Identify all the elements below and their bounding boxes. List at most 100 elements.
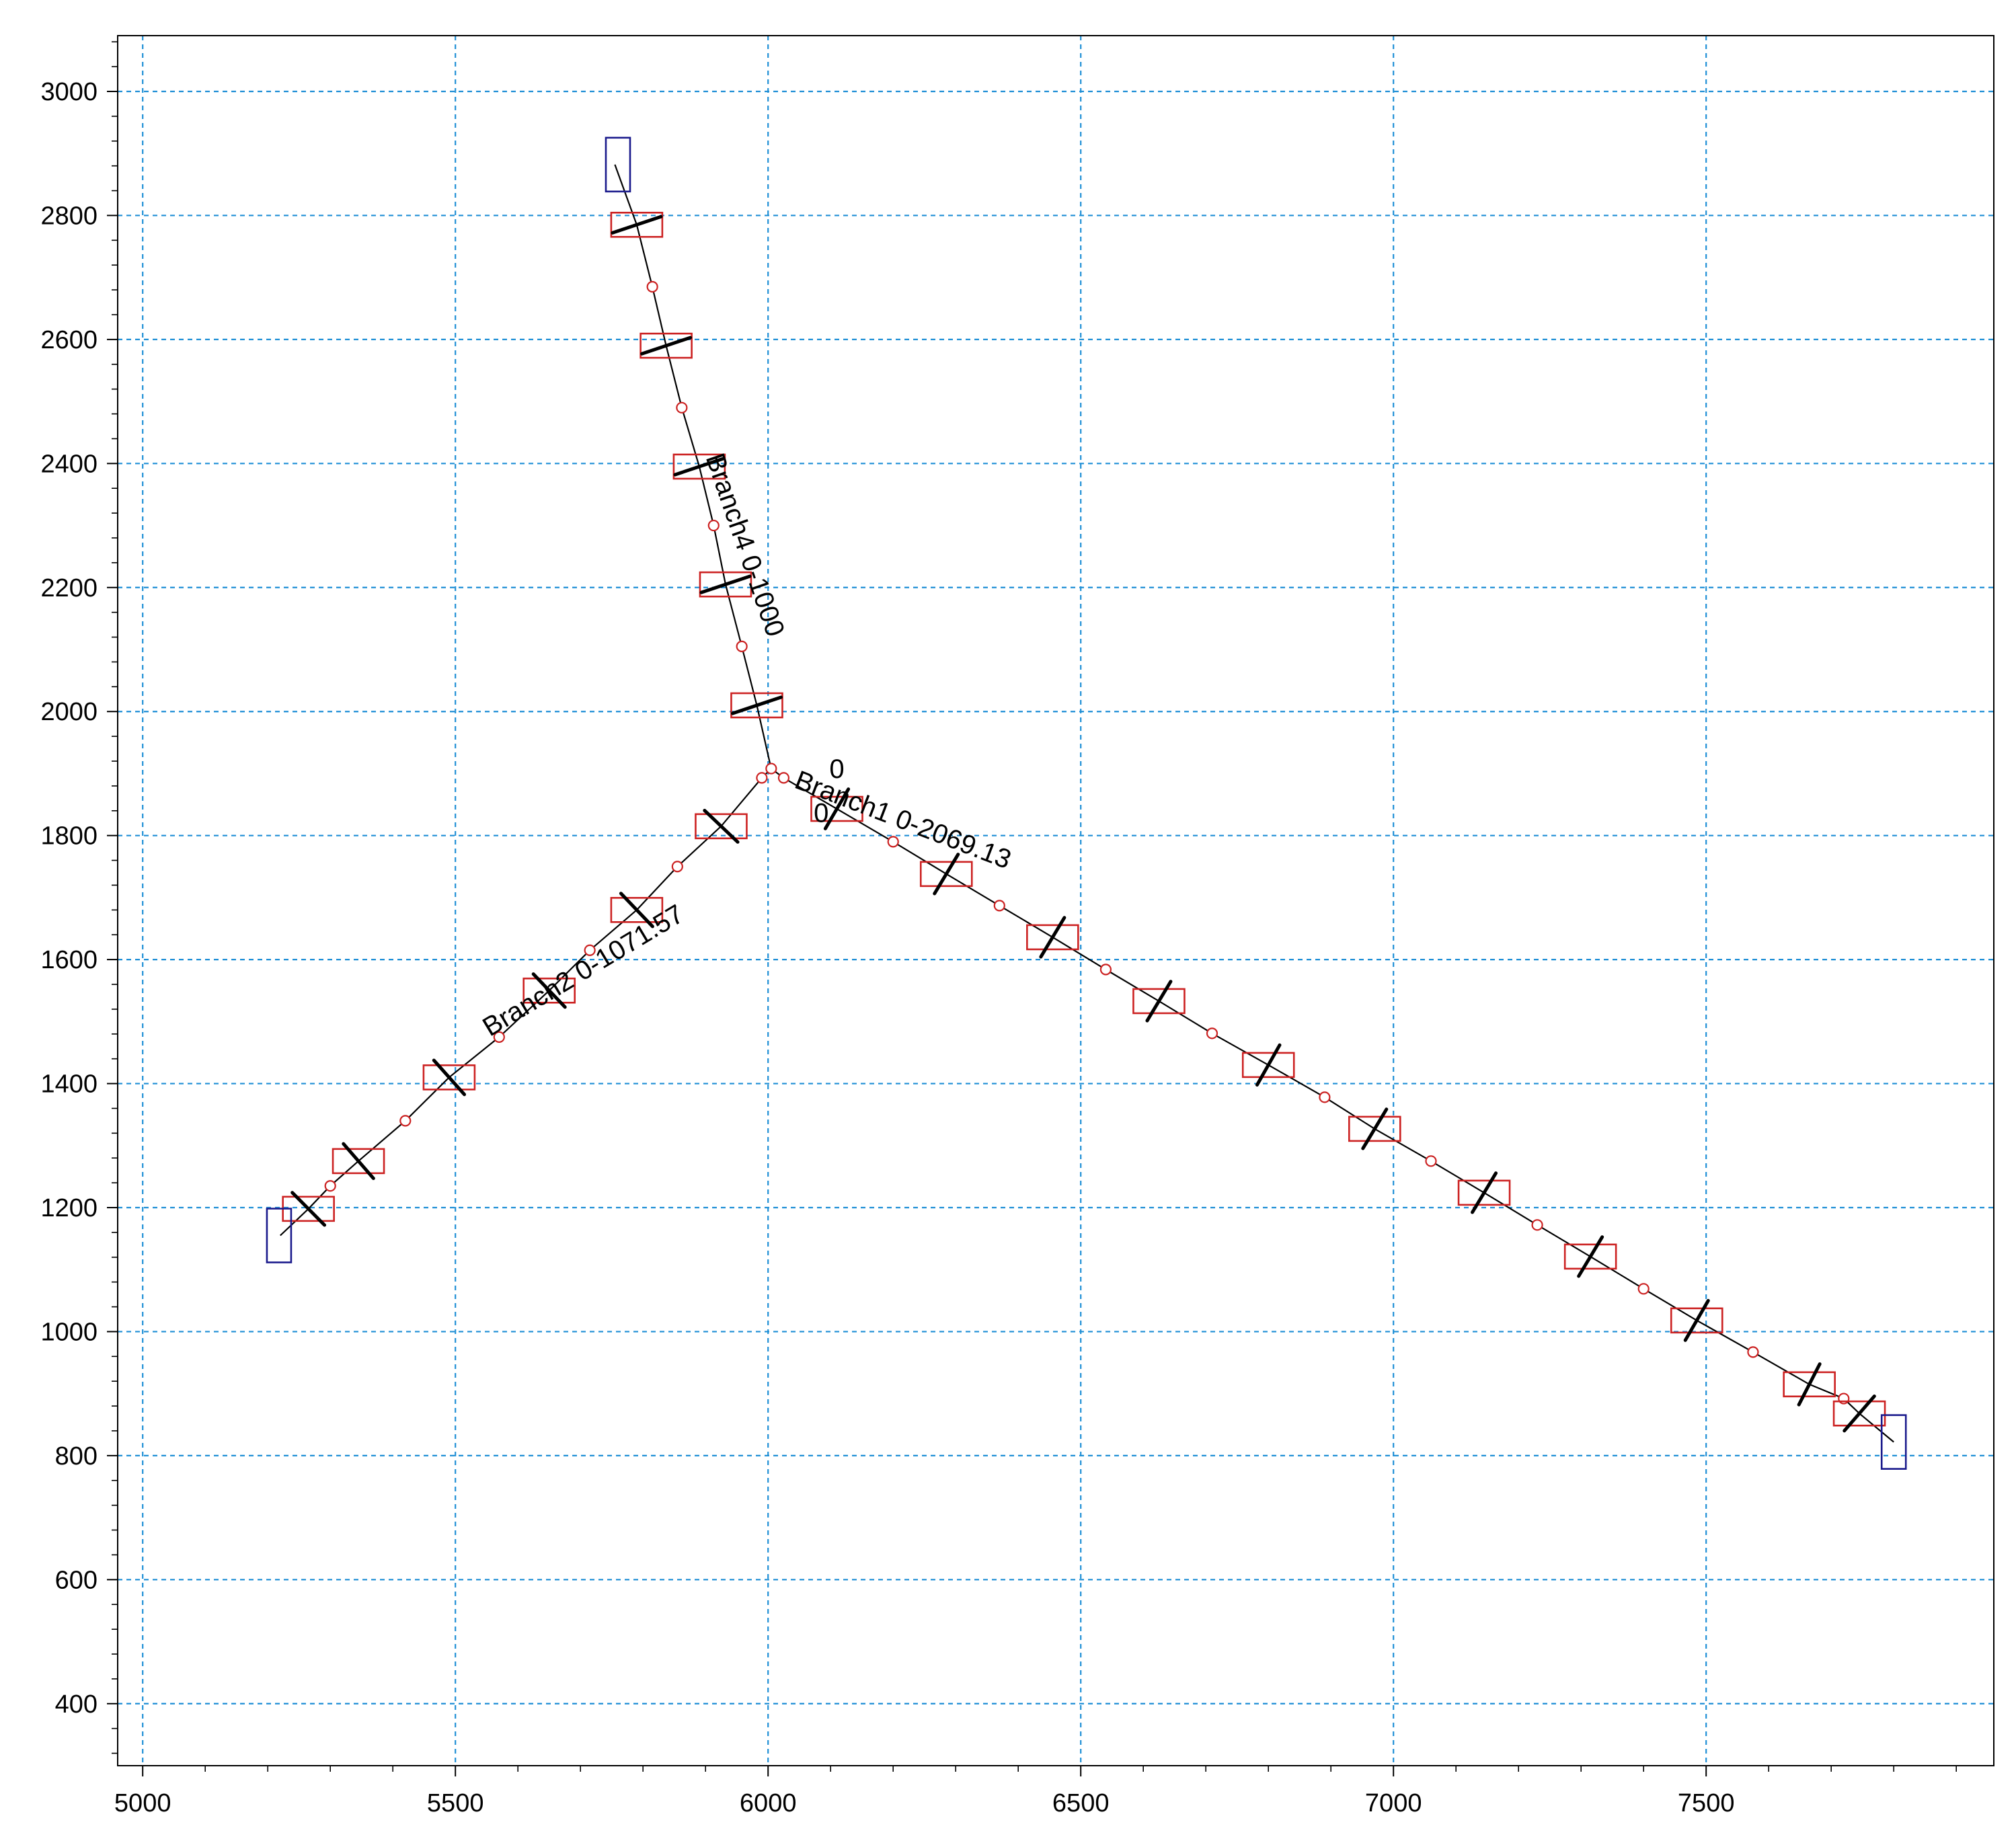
structure-box	[610, 211, 664, 238]
node-marker	[1425, 1155, 1437, 1167]
structure-box	[1670, 1307, 1723, 1334]
x-tick-label: 7500	[1678, 1789, 1735, 1817]
y-tick-label: 2000	[40, 698, 98, 726]
structure-box	[1832, 1400, 1886, 1427]
y-tick-label: 800	[55, 1442, 98, 1471]
node-marker	[1206, 1027, 1218, 1040]
chainage-label: 0	[814, 798, 828, 828]
structure-mark	[611, 214, 663, 235]
node-marker	[736, 640, 748, 652]
boundary-marker	[605, 136, 631, 193]
y-tick-label: 2800	[40, 202, 98, 230]
y-tick-label: 1000	[40, 1318, 98, 1346]
structure-mark	[619, 892, 654, 929]
node-marker	[1637, 1283, 1650, 1295]
structure-box	[332, 1148, 385, 1175]
x-tick-label: 7000	[1365, 1789, 1422, 1817]
structure-mark	[933, 853, 960, 896]
structure-box	[699, 571, 752, 598]
structure-box	[695, 813, 748, 840]
node-marker	[584, 944, 596, 956]
structure-mark	[699, 574, 752, 594]
structure-mark	[342, 1142, 375, 1181]
structure-box	[1348, 1115, 1401, 1142]
structure-mark	[730, 695, 783, 715]
structure-box	[610, 897, 664, 923]
node-marker	[324, 1180, 336, 1192]
structure-box	[730, 692, 783, 719]
y-tick-label: 1800	[40, 822, 98, 851]
tick-labels: 5000 5500 6000 6500 7000 7500 400 600 800 1000 120…	[40, 78, 1734, 1817]
boundary-marker	[1880, 1414, 1907, 1470]
structure-mark	[531, 972, 567, 1009]
structure-mark	[673, 457, 726, 477]
y-tick-label: 1600	[40, 946, 98, 974]
boundaries	[266, 136, 1907, 1470]
grid	[118, 36, 1994, 1766]
node-marker	[676, 401, 688, 414]
structure-mark	[1683, 1298, 1710, 1342]
calculation-nodes	[324, 280, 1850, 1405]
node-marker	[671, 861, 683, 873]
structure-box	[422, 1064, 476, 1091]
structure-box	[919, 861, 973, 888]
y-tick-label: 2600	[40, 326, 98, 354]
node-marker	[1099, 964, 1112, 976]
node-marker	[765, 762, 777, 775]
branch-line	[771, 768, 1894, 1443]
structure-mark	[290, 1191, 327, 1227]
y-tick-label: 2200	[40, 574, 98, 602]
node-marker	[993, 900, 1005, 912]
node-marker	[646, 280, 658, 293]
node-marker	[777, 772, 790, 784]
structure-mark	[1255, 1043, 1282, 1087]
node-marker	[399, 1115, 412, 1127]
x-tick-label: 6500	[1052, 1789, 1110, 1817]
structure-box	[1026, 924, 1079, 951]
structure-mark	[703, 808, 740, 844]
boundary-marker	[266, 1208, 293, 1263]
x-tick-label: 5500	[427, 1789, 484, 1817]
structure-box	[639, 332, 693, 359]
structure-mark	[1577, 1235, 1604, 1278]
structure-box	[1241, 1052, 1295, 1079]
structure-mark	[1471, 1171, 1498, 1214]
node-marker	[1531, 1219, 1543, 1231]
y-tick-label: 600	[55, 1566, 98, 1594]
x-tick-label: 6000	[740, 1789, 797, 1817]
node-marker	[493, 1031, 505, 1043]
y-tick-label: 400	[55, 1690, 98, 1719]
structure-mark	[1145, 980, 1173, 1023]
y-tick-label: 1400	[40, 1070, 98, 1099]
structure-box	[522, 977, 576, 1004]
structures	[282, 211, 1886, 1433]
node-marker	[756, 772, 768, 784]
y-tick-label: 3000	[40, 78, 98, 106]
structure-mark	[1797, 1362, 1822, 1407]
structure-box	[1457, 1179, 1511, 1206]
node-marker	[707, 519, 720, 532]
structure-box	[810, 795, 863, 822]
structure-mark	[432, 1058, 467, 1097]
structure-mark	[1039, 916, 1067, 959]
plot-frame	[117, 35, 1994, 1766]
structure-box	[672, 453, 726, 480]
structure-mark	[823, 787, 851, 830]
structure-mark	[640, 336, 693, 356]
structure-box	[1563, 1243, 1617, 1270]
structure-mark	[1361, 1107, 1389, 1150]
branch-line	[280, 768, 772, 1237]
y-tick-label: 1200	[40, 1194, 98, 1222]
node-marker	[887, 836, 899, 848]
x-tick-label: 5000	[114, 1789, 171, 1817]
chainage-label: 0	[829, 754, 844, 784]
node-marker	[1747, 1346, 1759, 1358]
structure-mark	[1843, 1394, 1876, 1433]
structure-box	[1132, 988, 1186, 1015]
structure-box	[1783, 1371, 1836, 1398]
y-tick-label: 2400	[40, 450, 98, 478]
minor-ticks	[107, 41, 1957, 1776]
node-marker	[1319, 1091, 1331, 1103]
